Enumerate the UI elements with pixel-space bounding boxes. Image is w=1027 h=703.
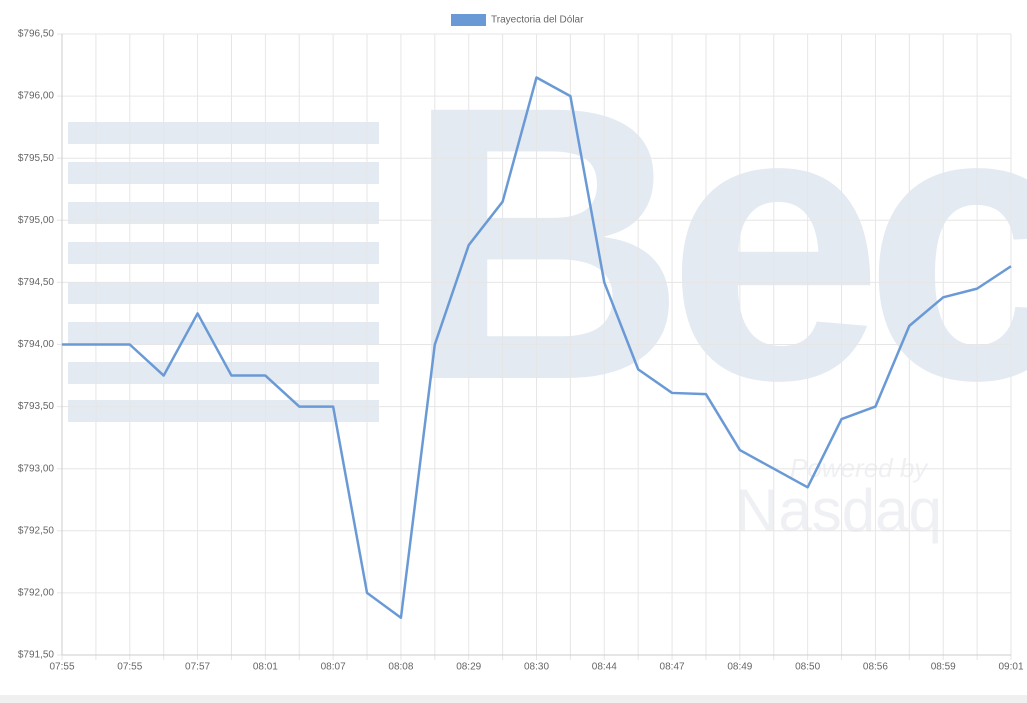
y-tick-label: $795,00 [18,215,55,226]
y-tick-label: $796,00 [18,91,55,102]
y-tick-label: $793,00 [18,463,55,474]
x-tick-label: 08:29 [456,662,481,673]
watermark-text: Nasdaq [735,477,942,544]
x-tick-label: 08:47 [660,662,685,673]
x-tick-label: 07:55 [117,662,142,673]
y-tick-label: $794,00 [18,339,55,350]
y-tick-label: $792,00 [18,588,55,599]
x-tick-label: 07:57 [185,662,210,673]
line-series [62,76,1012,619]
x-tick-label: 08:30 [524,662,549,673]
x-tick-label: 08:56 [863,662,888,673]
y-tick-label: $791,50 [18,650,55,661]
x-tick-label: 07:55 [49,662,74,673]
y-tick-label: $796,50 [18,29,55,40]
x-tick-label: 08:59 [931,662,956,673]
x-tick-label: 09:01 [998,662,1023,673]
y-tick-label: $794,50 [18,277,55,288]
legend-label: Trayectoria del Dólar [491,15,584,26]
y-tick-label: $793,50 [18,401,55,412]
x-tick-label: 08:08 [388,662,413,673]
y-tick-label: $792,50 [18,525,55,536]
x-tick-label: 08:01 [253,662,278,673]
watermark-logo-text: Bec [405,25,1027,461]
x-tick-label: 08:49 [727,662,752,673]
x-tick-label: 08:50 [795,662,820,673]
x-tick-label: 08:44 [592,662,617,673]
x-tick-label: 08:07 [321,662,346,673]
legend-swatch [451,14,486,26]
y-tick-label: $795,50 [18,153,55,164]
watermark-logo [68,122,379,422]
